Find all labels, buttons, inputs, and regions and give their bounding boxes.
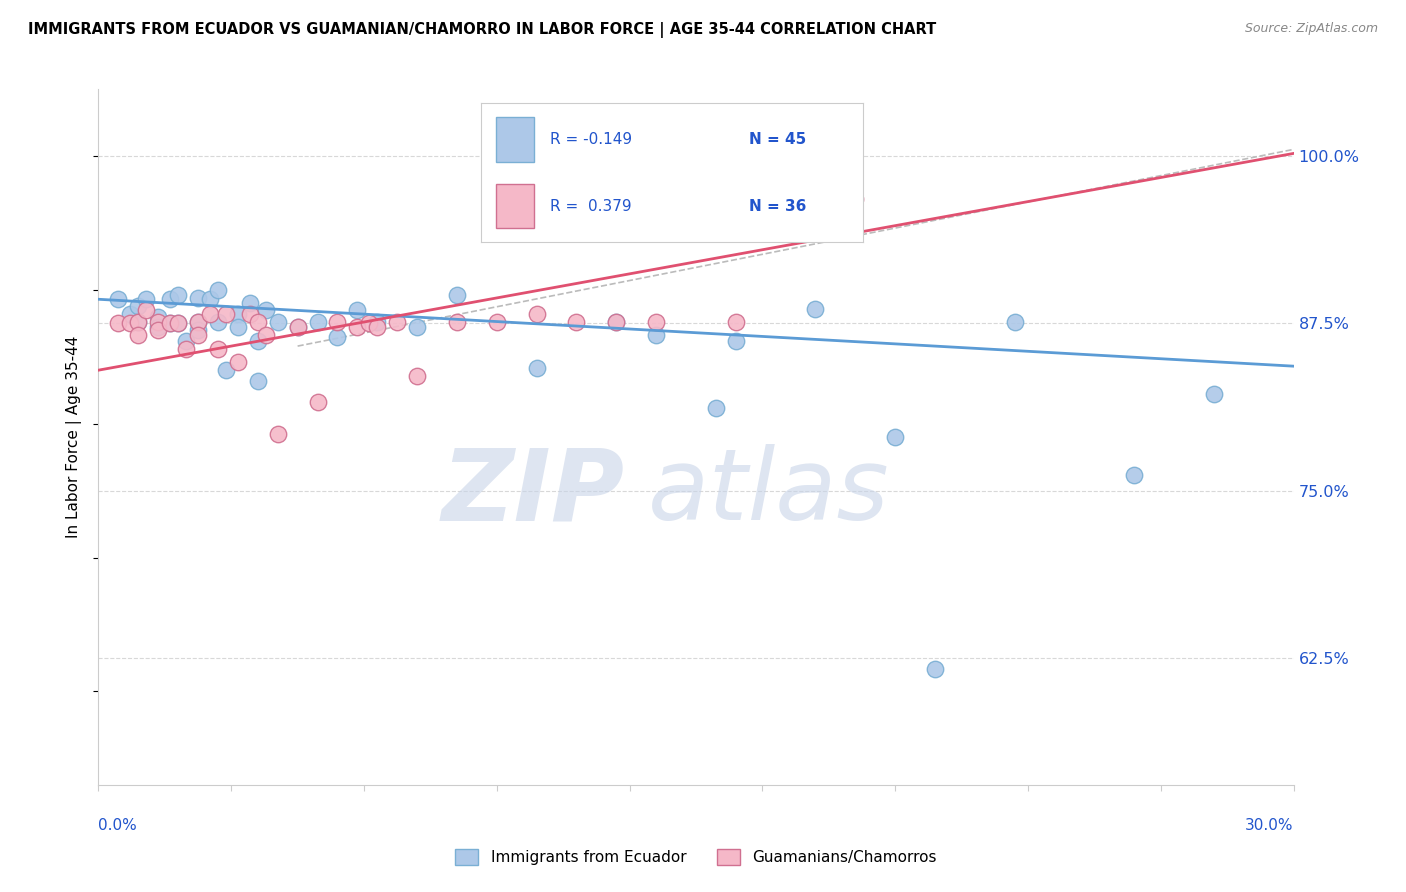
Point: [135, 293, 157, 307]
Point: [187, 315, 209, 329]
Point: [246, 334, 269, 348]
Point: [187, 291, 209, 305]
Point: [207, 342, 229, 356]
Point: [107, 317, 129, 331]
Point: [215, 363, 238, 377]
Point: [605, 315, 627, 329]
Point: [645, 315, 668, 329]
Point: [159, 317, 181, 331]
Point: [704, 401, 727, 415]
Point: [207, 315, 229, 329]
Point: [366, 315, 388, 329]
Point: [359, 317, 381, 331]
Point: [148, 323, 170, 337]
Point: [254, 328, 277, 343]
Point: [226, 307, 249, 321]
Point: [167, 317, 190, 331]
Point: [167, 317, 190, 331]
Point: [198, 293, 221, 307]
Point: [326, 315, 349, 329]
Point: [107, 293, 129, 307]
Point: [1202, 387, 1225, 401]
Text: IMMIGRANTS FROM ECUADOR VS GUAMANIAN/CHAMORRO IN LABOR FORCE | AGE 35-44 CORRELA: IMMIGRANTS FROM ECUADOR VS GUAMANIAN/CHA…: [28, 22, 936, 38]
Point: [174, 334, 197, 348]
Point: [884, 430, 907, 444]
Point: [198, 307, 221, 321]
Legend: Immigrants from Ecuador, Guamanians/Chamorros: Immigrants from Ecuador, Guamanians/Cham…: [450, 843, 942, 871]
Point: [526, 307, 548, 321]
Point: [485, 315, 508, 329]
Point: [226, 355, 249, 369]
Point: [346, 303, 368, 318]
Point: [159, 317, 181, 331]
Point: [446, 288, 468, 302]
Text: ZIP: ZIP: [441, 444, 624, 541]
Point: [127, 328, 149, 343]
Point: [526, 360, 548, 375]
Text: atlas: atlas: [648, 444, 890, 541]
Point: [1123, 467, 1146, 482]
Point: [287, 320, 309, 334]
Point: [148, 320, 170, 334]
Point: [120, 317, 142, 331]
Point: [287, 320, 309, 334]
Point: [565, 315, 588, 329]
Point: [446, 315, 468, 329]
Point: [267, 315, 290, 329]
Point: [844, 192, 866, 206]
Point: [246, 315, 269, 329]
Point: [187, 315, 209, 329]
Point: [724, 334, 747, 348]
Point: [1004, 315, 1026, 329]
Point: [366, 320, 388, 334]
Point: [254, 303, 277, 318]
Point: [385, 315, 409, 329]
Point: [724, 315, 747, 329]
Text: Source: ZipAtlas.com: Source: ZipAtlas.com: [1244, 22, 1378, 36]
Point: [307, 395, 329, 409]
Y-axis label: In Labor Force | Age 35-44: In Labor Force | Age 35-44: [66, 336, 83, 538]
Point: [187, 328, 209, 343]
Point: [246, 374, 269, 388]
Point: [485, 196, 508, 211]
Point: [127, 315, 149, 329]
Point: [127, 299, 149, 313]
Point: [267, 427, 290, 442]
Point: [187, 323, 209, 337]
Point: [174, 342, 197, 356]
Point: [135, 303, 157, 318]
Point: [326, 330, 349, 344]
Point: [207, 283, 229, 297]
Point: [120, 307, 142, 321]
Point: [605, 315, 627, 329]
Point: [239, 296, 262, 310]
Text: 0.0%: 0.0%: [98, 818, 138, 832]
Point: [127, 315, 149, 329]
Point: [167, 288, 190, 302]
Point: [406, 368, 429, 383]
Point: [215, 307, 238, 321]
Point: [346, 320, 368, 334]
Text: 30.0%: 30.0%: [1246, 818, 1294, 832]
Point: [645, 328, 668, 343]
Point: [159, 293, 181, 307]
Point: [148, 315, 170, 329]
Point: [148, 310, 170, 324]
Point: [924, 662, 946, 676]
Point: [307, 315, 329, 329]
Point: [226, 320, 249, 334]
Point: [804, 301, 827, 316]
Point: [239, 307, 262, 321]
Point: [406, 320, 429, 334]
